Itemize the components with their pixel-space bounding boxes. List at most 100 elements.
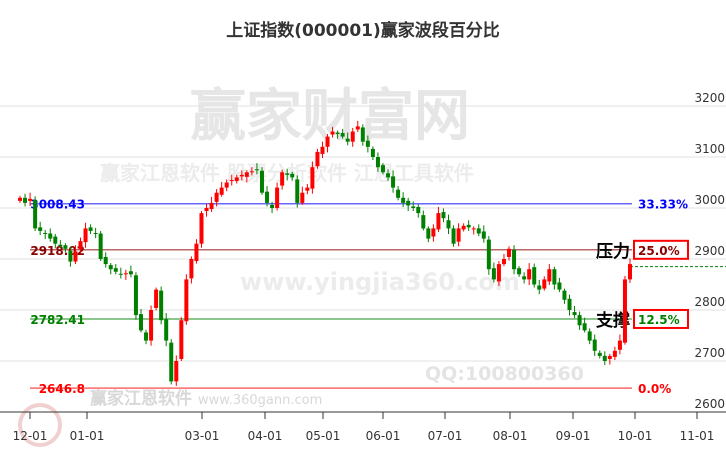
candle-body xyxy=(88,227,93,231)
candle-body xyxy=(375,157,380,168)
candle-body xyxy=(229,179,234,181)
candle-body xyxy=(421,215,426,229)
x-tick-label: 12-01 xyxy=(13,429,48,443)
candle-body xyxy=(360,127,365,142)
candle-body xyxy=(491,268,496,280)
candle-body xyxy=(123,273,128,275)
candle-body xyxy=(476,228,481,234)
candle-body xyxy=(355,126,360,130)
candle-body xyxy=(315,151,320,167)
watermark-main: 赢家财富网 xyxy=(190,84,470,149)
candle-body xyxy=(295,179,300,203)
candle-body xyxy=(386,173,391,178)
candle-body xyxy=(48,233,53,239)
candle-body xyxy=(512,249,517,270)
candle-body xyxy=(628,264,632,280)
candle-body xyxy=(320,146,325,154)
candle-body xyxy=(189,259,194,279)
y-tick-label: 2600 xyxy=(694,397,725,411)
y-tick-label: 2700 xyxy=(694,346,725,360)
candle-body xyxy=(380,165,385,173)
candle-body xyxy=(270,204,275,208)
candle-body xyxy=(612,350,617,357)
y-tick-label: 2900 xyxy=(694,244,725,258)
candle-body xyxy=(265,191,270,203)
candle-body xyxy=(451,228,456,244)
candle-body xyxy=(370,148,375,157)
level-value-label: 2782.41 xyxy=(30,313,85,327)
y-tick-label: 3000 xyxy=(694,193,725,207)
candle-body xyxy=(113,268,118,272)
candle-body xyxy=(33,199,38,229)
candle-body xyxy=(259,170,264,193)
candle-body xyxy=(285,173,290,175)
x-tick-label: 05-01 xyxy=(306,429,341,443)
y-tick-label: 3100 xyxy=(694,142,725,156)
candle-body xyxy=(244,172,249,177)
candle-body xyxy=(169,342,174,382)
candle-body xyxy=(461,225,466,230)
candle-body xyxy=(73,251,78,262)
candle-body xyxy=(53,236,58,244)
level-pct-label: 12.5% xyxy=(638,313,680,327)
candle-body xyxy=(305,187,310,191)
candle-body xyxy=(471,228,476,230)
watermark-logo: 赢家江恩软件 xyxy=(90,388,192,409)
candle-body xyxy=(330,131,335,135)
candle-body xyxy=(154,289,159,308)
candle-body xyxy=(542,279,547,289)
candle-body xyxy=(63,245,68,249)
candle-body xyxy=(249,171,254,173)
candle-body xyxy=(396,189,401,198)
candle-body xyxy=(350,131,355,142)
candle-body xyxy=(78,241,83,250)
candle-body xyxy=(138,314,143,331)
x-tick-label: 08-01 xyxy=(493,429,528,443)
candle-body xyxy=(522,276,527,280)
candle-body xyxy=(310,167,315,189)
candle-body xyxy=(587,331,592,341)
candle-body xyxy=(133,275,138,316)
candle-body xyxy=(411,206,416,208)
candle-body xyxy=(234,177,239,181)
x-tick-label: 11-01 xyxy=(680,429,715,443)
watermark-url: www.yingjia360.com xyxy=(240,268,520,296)
candle-body xyxy=(325,136,330,147)
level-note: 压力 xyxy=(596,241,630,262)
level-value-label: 2646.8 xyxy=(39,382,85,396)
x-tick-label: 07-01 xyxy=(428,429,463,443)
candle-body xyxy=(401,197,406,203)
candle-body xyxy=(194,243,199,262)
x-tick-label: 06-01 xyxy=(366,429,401,443)
candle-body xyxy=(179,320,184,359)
candle-body xyxy=(98,233,103,259)
candle-body xyxy=(486,239,491,270)
candle-body xyxy=(562,290,567,300)
x-tick-label: 10-01 xyxy=(618,429,653,443)
candle-body xyxy=(219,187,224,195)
candle-body xyxy=(340,133,345,137)
logo-seal-icon xyxy=(18,403,62,447)
candle-body xyxy=(577,315,582,326)
candle-body xyxy=(23,197,28,203)
candle-body xyxy=(214,192,219,202)
candle-body xyxy=(436,213,441,230)
x-tick-label: 01-01 xyxy=(70,429,105,443)
candle-body xyxy=(592,339,597,351)
candle-body xyxy=(527,269,532,280)
candle-body xyxy=(607,355,612,359)
candle-body xyxy=(552,269,557,285)
candle-body xyxy=(466,224,471,228)
candle-body xyxy=(517,268,522,275)
candle-body xyxy=(602,355,607,361)
candle-body xyxy=(446,220,451,229)
candle-body xyxy=(58,244,63,247)
candle-body xyxy=(43,232,48,234)
candle-body xyxy=(567,298,572,310)
candle-body xyxy=(496,264,501,282)
candle-body xyxy=(345,138,350,142)
candle-body xyxy=(118,273,123,275)
candle-body xyxy=(28,198,33,201)
x-tick-label: 04-01 xyxy=(248,429,283,443)
